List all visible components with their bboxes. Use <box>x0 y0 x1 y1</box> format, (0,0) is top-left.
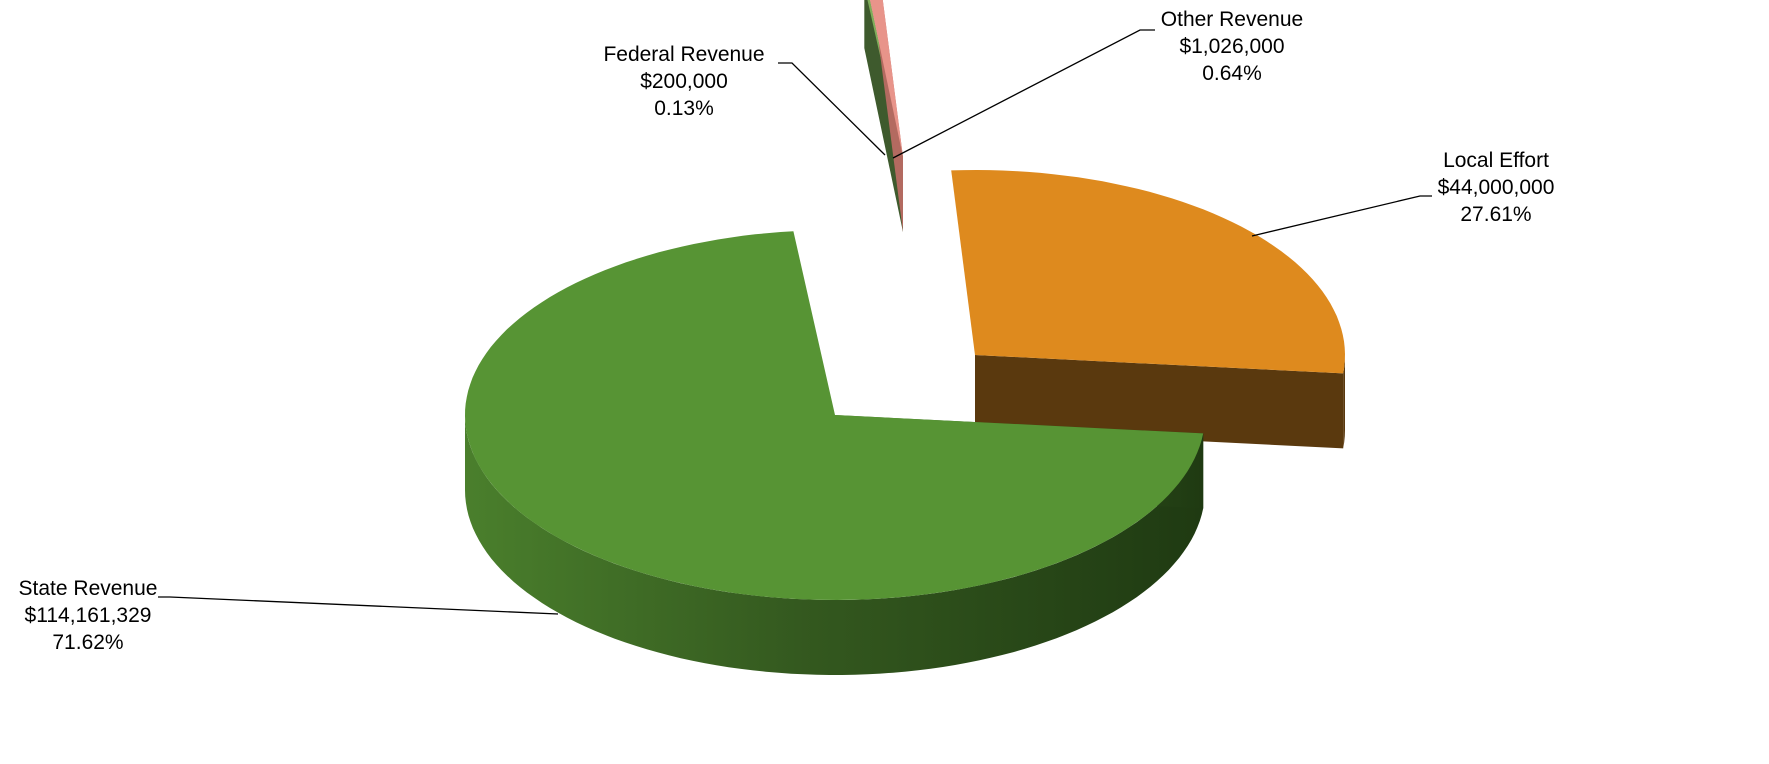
slice-top-state-revenue <box>465 231 1204 600</box>
slice-name-state-revenue: State Revenue <box>19 577 158 600</box>
slice-top-local-effort <box>951 170 1345 374</box>
slice-side-local-effort <box>1343 355 1345 449</box>
slice-cut-face-federal-revenue <box>864 0 903 232</box>
slice-percent-state-revenue: 71.62% <box>52 631 123 654</box>
leader-line-local-effort <box>1251 195 1432 237</box>
slice-amount-federal-revenue: $200,000 <box>640 70 728 93</box>
slice-amount-other-revenue: $1,026,000 <box>1179 35 1284 58</box>
slice-amount-local-effort: $44,000,000 <box>1438 176 1555 199</box>
leader-line-state-revenue <box>158 596 559 615</box>
leader-line-other-revenue <box>892 29 1155 159</box>
pie-slice-state-revenue <box>465 231 1204 675</box>
leader-line-federal-revenue <box>778 62 886 156</box>
slice-percent-other-revenue: 0.64% <box>1202 62 1262 85</box>
slice-top-other-revenue <box>869 0 903 157</box>
slice-name-local-effort: Local Effort <box>1443 149 1549 172</box>
slice-percent-local-effort: 27.61% <box>1460 203 1531 226</box>
pie-slice-local-effort <box>951 170 1345 449</box>
slice-side-state-revenue <box>465 415 1204 675</box>
slice-cut-face-local-effort <box>975 355 1344 449</box>
slice-percent-federal-revenue: 0.13% <box>654 97 714 120</box>
data-label-federal-revenue: Federal Revenue $200,000 0.13% <box>603 43 886 156</box>
pie-slice-other-revenue <box>869 0 903 232</box>
data-label-state-revenue: State Revenue $114,161,329 71.62% <box>19 577 559 654</box>
data-label-other-revenue: Other Revenue $1,026,000 0.64% <box>892 8 1303 159</box>
data-label-local-effort: Local Effort $44,000,000 27.61% <box>1251 149 1555 237</box>
slice-amount-state-revenue: $114,161,329 <box>25 604 152 627</box>
slice-name-other-revenue: Other Revenue <box>1161 8 1303 31</box>
slice-name-federal-revenue: Federal Revenue <box>603 43 764 66</box>
